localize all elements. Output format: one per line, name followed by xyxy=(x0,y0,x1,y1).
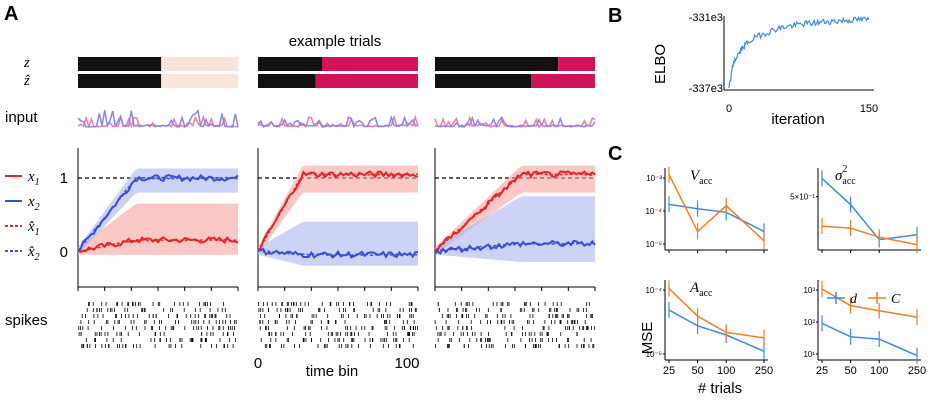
panel-a-letter: A xyxy=(4,3,18,25)
x2hat-trajectory xyxy=(257,249,418,257)
x1-uncertainty-band xyxy=(258,165,418,255)
legend-d-label: d xyxy=(850,292,858,307)
x2-uncertainty-band xyxy=(435,196,595,262)
z-state-bar xyxy=(78,57,162,71)
c-series-C xyxy=(668,287,765,339)
elbo-xtick-150: 150 xyxy=(860,103,878,115)
x1hat-trajectory xyxy=(257,172,419,251)
x2-uncertainty-band xyxy=(78,168,238,255)
x2-trajectory xyxy=(434,239,596,255)
sigma2-title: σ2 acc xyxy=(835,164,856,187)
x1-uncertainty-band xyxy=(78,203,238,255)
spikes-row-label: spikes xyxy=(5,312,48,329)
elbo-xtick-0: 0 xyxy=(726,103,732,115)
x1-uncertainty-band xyxy=(435,165,595,255)
c-y-tick-label: 10³ xyxy=(803,286,815,295)
legend-x2hat-label: x̂2 xyxy=(27,244,40,263)
trial-1 xyxy=(77,57,239,348)
legend-x1-label: x1 xyxy=(27,169,40,188)
panel-b-letter: B xyxy=(608,5,622,27)
c-x-tick-label: 250 xyxy=(755,365,773,377)
z-state-bar xyxy=(558,57,595,71)
c-subplot-aacc: 10⁻⁴ 10⁻⁵25 50 100 250 xyxy=(645,280,773,377)
c-x-tick-label: 50 xyxy=(691,365,703,377)
legend-c-label: C xyxy=(891,292,901,307)
zhat-state-bar xyxy=(435,74,531,88)
c-legend: d C xyxy=(827,292,901,307)
c-y-tick-label: 10⁻⁵ xyxy=(646,240,662,249)
c-x-tick-label: 250 xyxy=(908,365,926,377)
example-trials-title: example trials xyxy=(289,33,382,50)
panel-c-letter: C xyxy=(608,143,622,165)
c-x-tick-label: 25 xyxy=(663,365,675,377)
traj-ytick-1: 1 xyxy=(60,170,68,187)
c-subplot-vacc: 10⁻³ 10⁻⁴ 10⁻⁵ xyxy=(645,166,768,253)
x2hat-trajectory xyxy=(77,176,239,252)
x1-trajectory xyxy=(434,170,596,253)
c-subplot-sigma2: 5×10⁻¹ xyxy=(790,168,921,253)
traj-ytick-0: 0 xyxy=(60,244,68,261)
c-y-tick-label: 10⁻⁵ xyxy=(646,350,662,359)
elbo-line xyxy=(728,15,870,89)
zhat-state-bar xyxy=(78,74,162,88)
c-x-tick-label: 100 xyxy=(717,365,735,377)
trial-2 xyxy=(257,57,419,348)
c-y-tick-label: 10¹ xyxy=(803,350,815,359)
aacc-title: Aacc xyxy=(689,280,713,299)
x1hat-trajectory xyxy=(434,172,596,252)
c-series-d xyxy=(668,309,765,352)
elbo-ylabel: ELBO xyxy=(652,44,669,84)
legend-x1hat-label: x̂1 xyxy=(27,219,40,238)
legend-x2-label: x2 xyxy=(27,194,40,213)
zhat-state-bar xyxy=(258,74,316,88)
z-state-bar xyxy=(161,57,238,71)
zhat-state-bar xyxy=(161,74,238,88)
input-trace xyxy=(77,109,239,129)
c-y-tick-label: 10² xyxy=(803,318,815,327)
z-row-label: z xyxy=(23,55,30,71)
c-series-d xyxy=(821,177,918,241)
zhat-state-bar xyxy=(315,74,418,88)
time-tick-0: 0 xyxy=(254,355,262,372)
z-state-bar xyxy=(258,57,322,71)
elbo-xlabel: iteration xyxy=(771,111,824,128)
c-x-tick-label: 50 xyxy=(844,365,856,377)
mse-ylabel: MSE xyxy=(639,322,656,355)
vacc-title: Vacc xyxy=(690,168,713,187)
input-trace xyxy=(257,114,419,129)
c-y-tick-label: 10⁻⁴ xyxy=(645,207,662,216)
c-series-d xyxy=(668,203,765,233)
trials-xlabel: # trials xyxy=(698,380,742,397)
zhat-state-bar xyxy=(531,74,595,88)
x1hat-trajectory xyxy=(77,238,239,253)
elbo-ytick-bottom: -337e3 xyxy=(689,83,723,95)
time-axis-label: time bin xyxy=(306,363,359,380)
c-y-tick-label: 10⁻³ xyxy=(646,174,662,183)
input-trace xyxy=(257,114,419,128)
x2hat-trajectory xyxy=(434,242,596,252)
trajectory-legend: x1 x2 x̂1 x̂2 xyxy=(5,169,40,263)
z-state-bar xyxy=(435,57,559,71)
elbo-chart: ELBO -331e3 -337e3 0 150 iteration xyxy=(652,12,878,128)
z-state-bar xyxy=(322,57,418,71)
c-series-C xyxy=(668,174,765,242)
input-trace xyxy=(434,115,596,129)
time-tick-100: 100 xyxy=(394,355,419,372)
input-row-label: input xyxy=(5,109,38,126)
trial-3 xyxy=(434,57,596,348)
c-series-C xyxy=(821,225,918,246)
c-series-d xyxy=(821,322,918,357)
x2-uncertainty-band xyxy=(258,221,418,266)
c-x-tick-label: 25 xyxy=(816,365,828,377)
elbo-ytick-top: -331e3 xyxy=(689,12,723,24)
c-x-tick-label: 100 xyxy=(870,365,888,377)
zhat-row-label: ẑ xyxy=(23,73,30,89)
c-y-tick-label: 10⁻⁴ xyxy=(645,286,662,295)
c-y-tick-label: 5×10⁻¹ xyxy=(790,193,815,202)
x2-trajectory xyxy=(77,173,239,253)
